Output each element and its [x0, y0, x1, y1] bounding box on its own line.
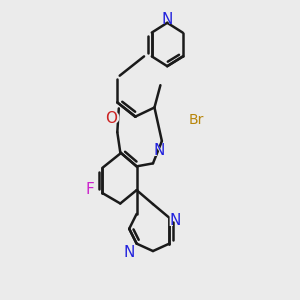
Text: N: N	[124, 245, 135, 260]
Text: N: N	[160, 10, 175, 28]
Text: N: N	[169, 213, 181, 228]
Text: N: N	[153, 143, 165, 158]
Text: N: N	[168, 212, 183, 230]
Text: Br: Br	[189, 111, 209, 129]
Text: N: N	[162, 12, 173, 27]
Text: O: O	[105, 111, 117, 126]
Text: F: F	[85, 182, 94, 197]
Text: N: N	[122, 244, 137, 262]
Text: O: O	[104, 110, 119, 128]
Text: Br: Br	[189, 113, 204, 127]
Text: N: N	[152, 142, 166, 160]
Text: F: F	[84, 180, 96, 198]
